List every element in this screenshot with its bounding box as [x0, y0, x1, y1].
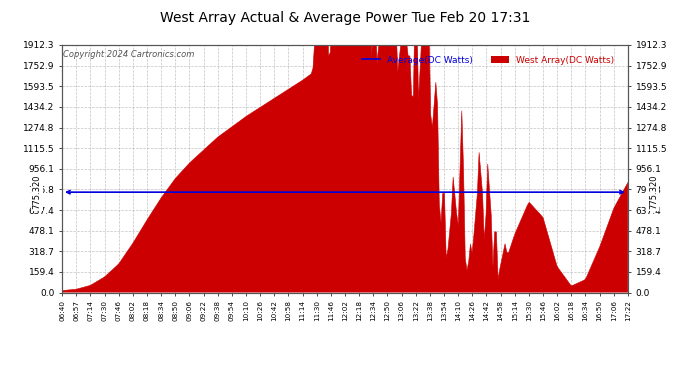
Text: West Array Actual & Average Power Tue Feb 20 17:31: West Array Actual & Average Power Tue Fe… — [160, 11, 530, 25]
Text: 775.320: 775.320 — [649, 175, 658, 209]
Text: Copyright 2024 Cartronics.com: Copyright 2024 Cartronics.com — [63, 50, 195, 59]
Legend: Average(DC Watts), West Array(DC Watts): Average(DC Watts), West Array(DC Watts) — [358, 52, 618, 68]
Text: 775.320: 775.320 — [32, 175, 41, 209]
